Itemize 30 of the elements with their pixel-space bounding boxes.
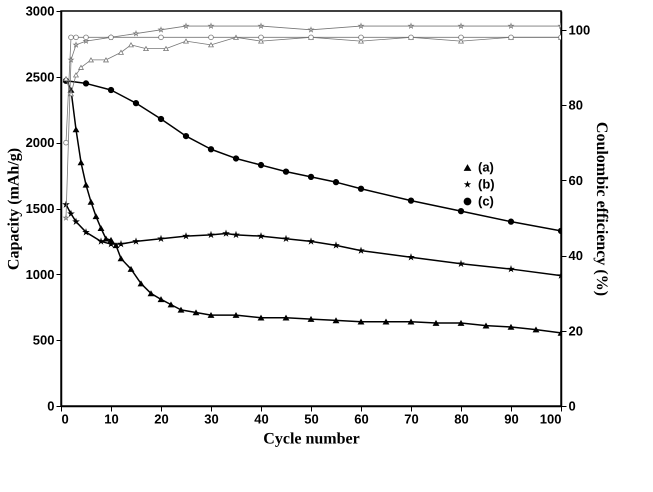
- x-tick-label: 0: [62, 412, 69, 426]
- x-tick-label: 40: [254, 412, 269, 426]
- x-tick-label: 20: [154, 412, 169, 426]
- x-tick-label: 90: [504, 412, 519, 426]
- y2-tick-label: 40: [568, 248, 583, 264]
- x-axis-title: Cycle number: [263, 430, 360, 448]
- y2-tick-label: 80: [568, 98, 583, 113]
- legend-label: (c): [478, 194, 494, 208]
- y-tick-label: 1000: [26, 266, 54, 282]
- x-tick-label: 70: [404, 412, 419, 426]
- y-tick-label: 2000: [26, 135, 54, 150]
- y-tick-label: 3000: [26, 4, 54, 18]
- y-tick-label: 2500: [26, 69, 54, 84]
- y-axis-title: Capacity (mAh/g): [6, 148, 23, 270]
- x-tick-label: 60: [354, 412, 369, 426]
- y2-tick-label: 100: [568, 22, 590, 38]
- y-tick-label: 0: [47, 398, 54, 414]
- legend-label: (b): [478, 176, 495, 192]
- y2-tick-label: 0: [568, 398, 576, 414]
- x-tick-label: 100: [540, 412, 562, 426]
- y2-tick-label: 60: [568, 172, 583, 188]
- x-tick-label: 30: [204, 412, 219, 426]
- x-tick-label: 10: [104, 412, 119, 426]
- y2-axis-title: Coulombic efficiency (%): [593, 122, 610, 296]
- x-tick-label: 50: [304, 412, 319, 426]
- y2-tick-label: 20: [568, 323, 583, 338]
- legend-label: (a): [478, 160, 494, 174]
- y-tick-label: 500: [32, 332, 54, 348]
- x-tick-label: 80: [454, 412, 469, 426]
- y-tick-label: 1500: [26, 201, 54, 216]
